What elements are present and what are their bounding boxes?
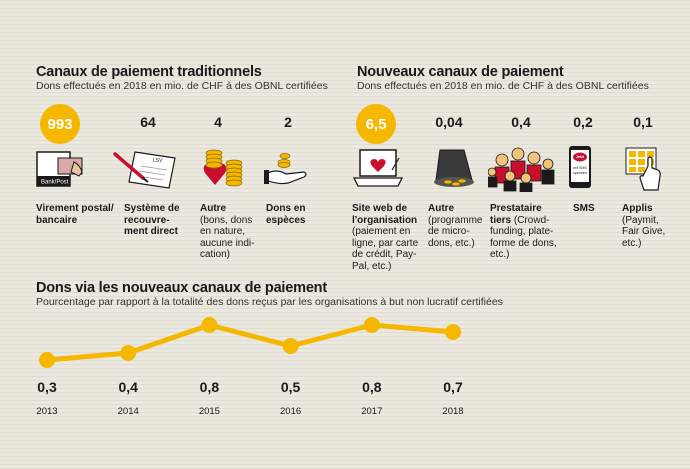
- new-value-prestataire: 0,4: [511, 114, 531, 130]
- trad-value-recouvrement: 64: [140, 114, 156, 130]
- value-label: 0,3: [37, 379, 57, 395]
- line-chart-subtitle: Pourcentage par rapport à la totalité de…: [36, 296, 503, 308]
- trad-value-especes: 2: [284, 114, 292, 130]
- data-point: [363, 317, 380, 333]
- bank-slip-text: Bank/Post: [41, 180, 69, 186]
- new-label-autre: Autre (programme de micro- dons, etc.): [428, 203, 483, 249]
- trad-value-autre: 4: [214, 114, 222, 130]
- laptop-heart-icon: [352, 149, 404, 187]
- crowd-icon: [488, 147, 555, 192]
- trad-label-virement: Virement postal/ bancaire: [36, 203, 114, 226]
- value-label: 0,8: [200, 379, 220, 395]
- trad-label-recouvrement: Système de recouvre- ment direct: [124, 203, 180, 237]
- pen-form-icon: LSV: [113, 151, 176, 189]
- value-label: 0,7: [443, 379, 463, 395]
- hand-coins-icon: [264, 153, 307, 185]
- lsv-text: LSV: [153, 158, 163, 164]
- x-tick-label: 2017: [361, 406, 382, 417]
- value-label: 0,4: [118, 379, 138, 395]
- new-value-site-web: 6,5: [352, 104, 400, 144]
- line-chart-title: Dons via les nouveaux canaux de paiement: [36, 280, 327, 296]
- traditional-title: Canaux de paiement traditionnels: [36, 64, 262, 80]
- new-value-autre: 0,04: [435, 114, 463, 130]
- new-value-sms: 0,2: [573, 114, 593, 130]
- value-label: 0,8: [362, 379, 382, 395]
- x-tick-label: 2014: [118, 406, 139, 417]
- trad-label-especes: Dons en espèces: [266, 203, 306, 226]
- x-tick-label: 2015: [199, 406, 220, 417]
- new-value-applis: 0,1: [633, 114, 653, 130]
- data-point: [445, 324, 461, 340]
- bank-slip-icon: Bank/Post: [36, 151, 83, 187]
- data-point: [39, 352, 55, 368]
- coin-bag-icon: [434, 149, 474, 187]
- value-label: 0,5: [281, 379, 301, 395]
- x-tick-label: 2018: [442, 406, 463, 417]
- trad-label-autre: Autre (bons, dons en nature, aucune indi-…: [200, 203, 255, 260]
- new-label-sms: SMS: [573, 203, 595, 214]
- highlight-circle: 6,5: [356, 104, 396, 144]
- new-label-site-web: Site web de l'organisation (paiement en l…: [352, 203, 419, 272]
- highlight-circle: 993: [40, 104, 80, 144]
- sms-line-1: Jetzt: [576, 155, 585, 159]
- data-point: [282, 338, 299, 354]
- data-point: [120, 345, 137, 361]
- sms-line-3: spenden: [573, 171, 587, 175]
- phone-sms-icon: Jetzt mit SMS spenden: [569, 146, 591, 188]
- new-channels-subtitle: Dons effectués en 2018 en mio. de CHF à …: [357, 80, 649, 92]
- app-grid-icon: [625, 147, 661, 191]
- sms-line-2: mit SMS: [573, 166, 587, 170]
- new-channels-title: Nouveaux canaux de paiement: [357, 64, 564, 80]
- data-point: [201, 317, 218, 333]
- x-tick-label: 2016: [280, 406, 301, 417]
- coins-heart-icon: [203, 149, 243, 187]
- new-label-applis: Applis (Paymit, Fair Give, etc.): [622, 203, 666, 249]
- new-label-prestataire: Prestataire tiers (Crowd- funding, plate…: [490, 203, 557, 260]
- traditional-subtitle: Dons effectués en 2018 en mio. de CHF à …: [36, 80, 328, 92]
- series-line: [46, 322, 454, 363]
- x-tick-label: 2013: [36, 406, 57, 417]
- trad-value-virement: 993: [36, 104, 84, 144]
